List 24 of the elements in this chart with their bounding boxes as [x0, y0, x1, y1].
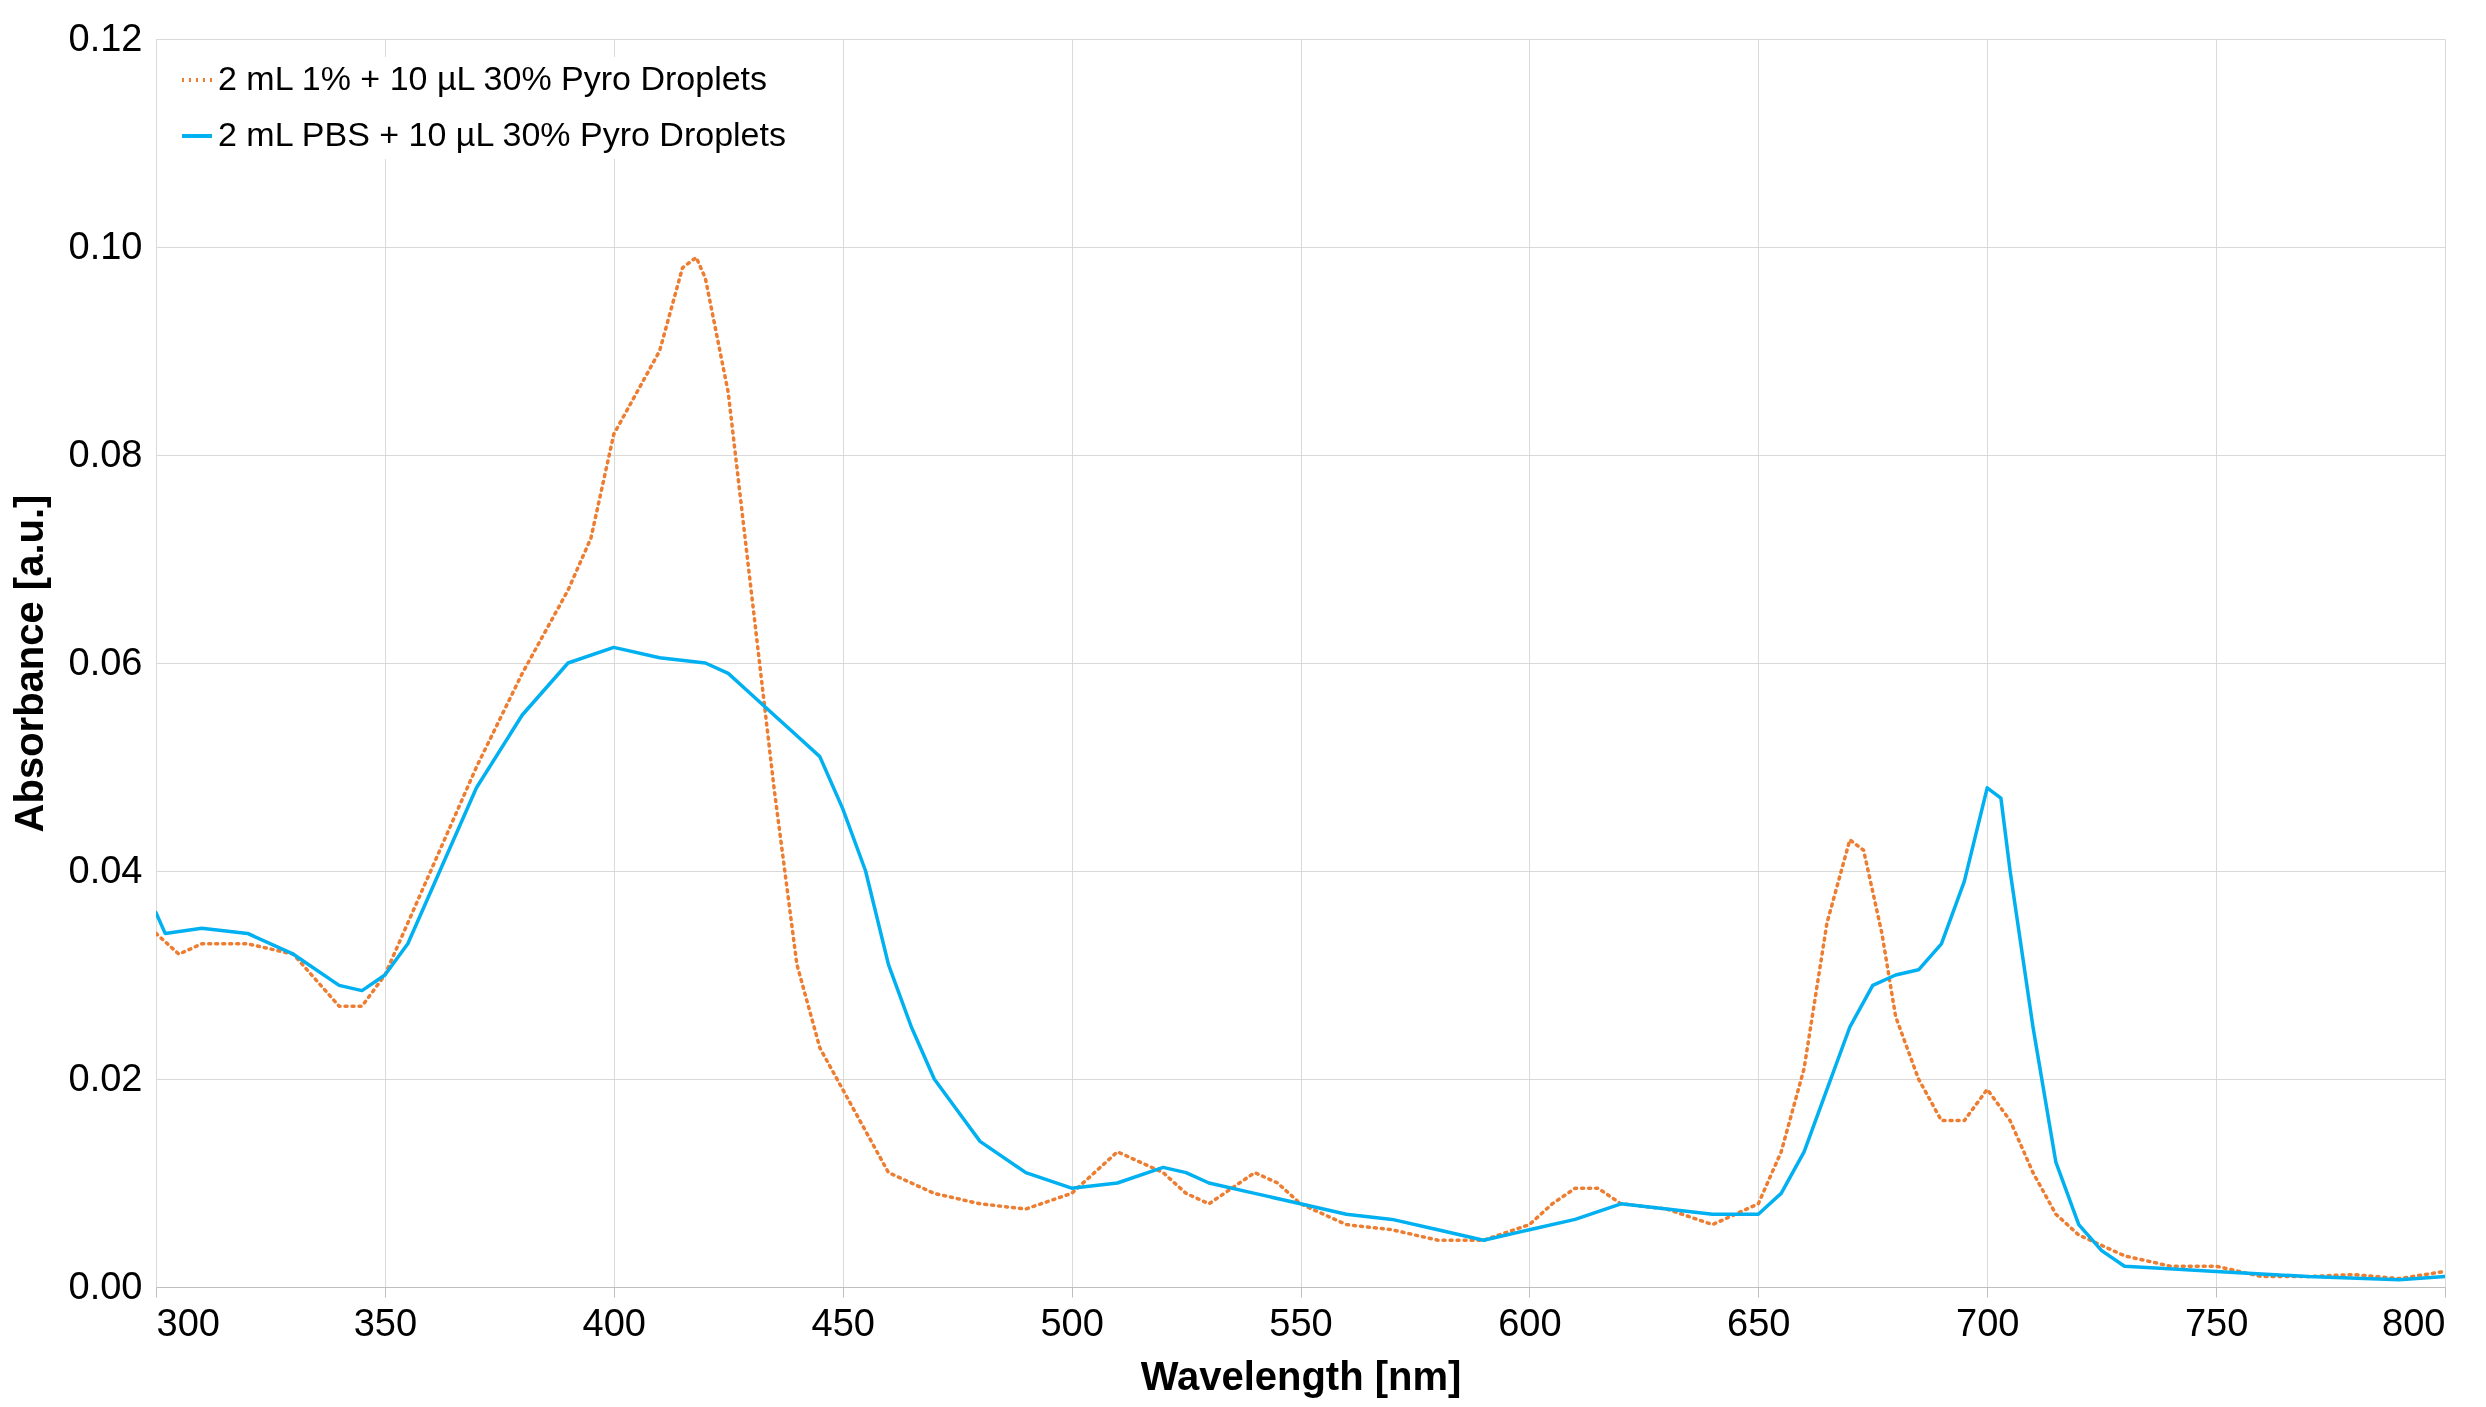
legend-label: 2 mL PBS + 10 µL 30% Pyro Droplets: [218, 115, 786, 153]
y-tick-label: 0.06: [68, 640, 143, 683]
x-tick-label: 300: [156, 1301, 220, 1344]
x-tick-label: 550: [1269, 1301, 1333, 1344]
x-axis-title: Wavelength [nm]: [1140, 1353, 1462, 1398]
x-tick-label: 650: [1727, 1301, 1791, 1344]
y-tick-label: 0.10: [68, 224, 143, 267]
y-tick-label: 0.00: [68, 1264, 143, 1307]
line-series: [156, 645, 2445, 1282]
y-axis-title: Absorbance [a.u.]: [6, 494, 51, 833]
y-tick-label: 0.12: [68, 16, 143, 59]
y-tick-label: 0.04: [68, 848, 143, 891]
y-tick-label: 0.08: [68, 432, 143, 475]
x-tick-label: 800: [2382, 1301, 2446, 1344]
x-tick-label: 600: [1498, 1301, 1562, 1344]
y-tick-label: 0.02: [68, 1056, 143, 1099]
x-tick-label: 350: [353, 1301, 418, 1344]
x-tick-label: 750: [2184, 1301, 2249, 1344]
x-tick-label: 400: [582, 1301, 646, 1344]
line-series: [156, 255, 2445, 1281]
x-tick-label: 700: [1956, 1301, 2020, 1344]
legend-label: 2 mL 1% + 10 µL 30% Pyro Droplets: [218, 59, 768, 97]
x-tick-label: 500: [1040, 1301, 1104, 1344]
x-tick-label: 450: [811, 1301, 875, 1344]
